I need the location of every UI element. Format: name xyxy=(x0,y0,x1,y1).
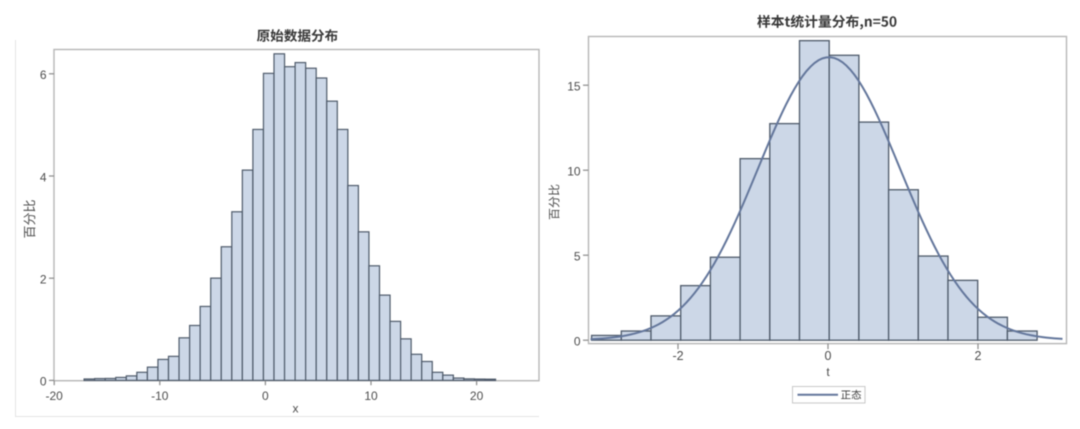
svg-text:2: 2 xyxy=(40,273,47,287)
svg-text:4: 4 xyxy=(40,170,47,184)
svg-text:0: 0 xyxy=(262,389,269,403)
svg-text:20: 20 xyxy=(470,389,484,403)
svg-text:15: 15 xyxy=(567,80,581,94)
svg-text:-2: -2 xyxy=(672,349,683,363)
svg-text:6: 6 xyxy=(40,68,47,82)
svg-text:2: 2 xyxy=(975,349,982,363)
svg-text:0: 0 xyxy=(825,349,832,363)
svg-text:10: 10 xyxy=(364,389,378,403)
svg-text:10: 10 xyxy=(567,165,581,179)
svg-text:0: 0 xyxy=(40,375,47,389)
svg-text:-20: -20 xyxy=(46,389,64,403)
svg-text:5: 5 xyxy=(574,250,581,264)
svg-text:-10: -10 xyxy=(151,389,169,403)
svg-text:t: t xyxy=(826,365,830,379)
svg-text:0: 0 xyxy=(574,335,581,349)
svg-text:x: x xyxy=(293,402,299,416)
